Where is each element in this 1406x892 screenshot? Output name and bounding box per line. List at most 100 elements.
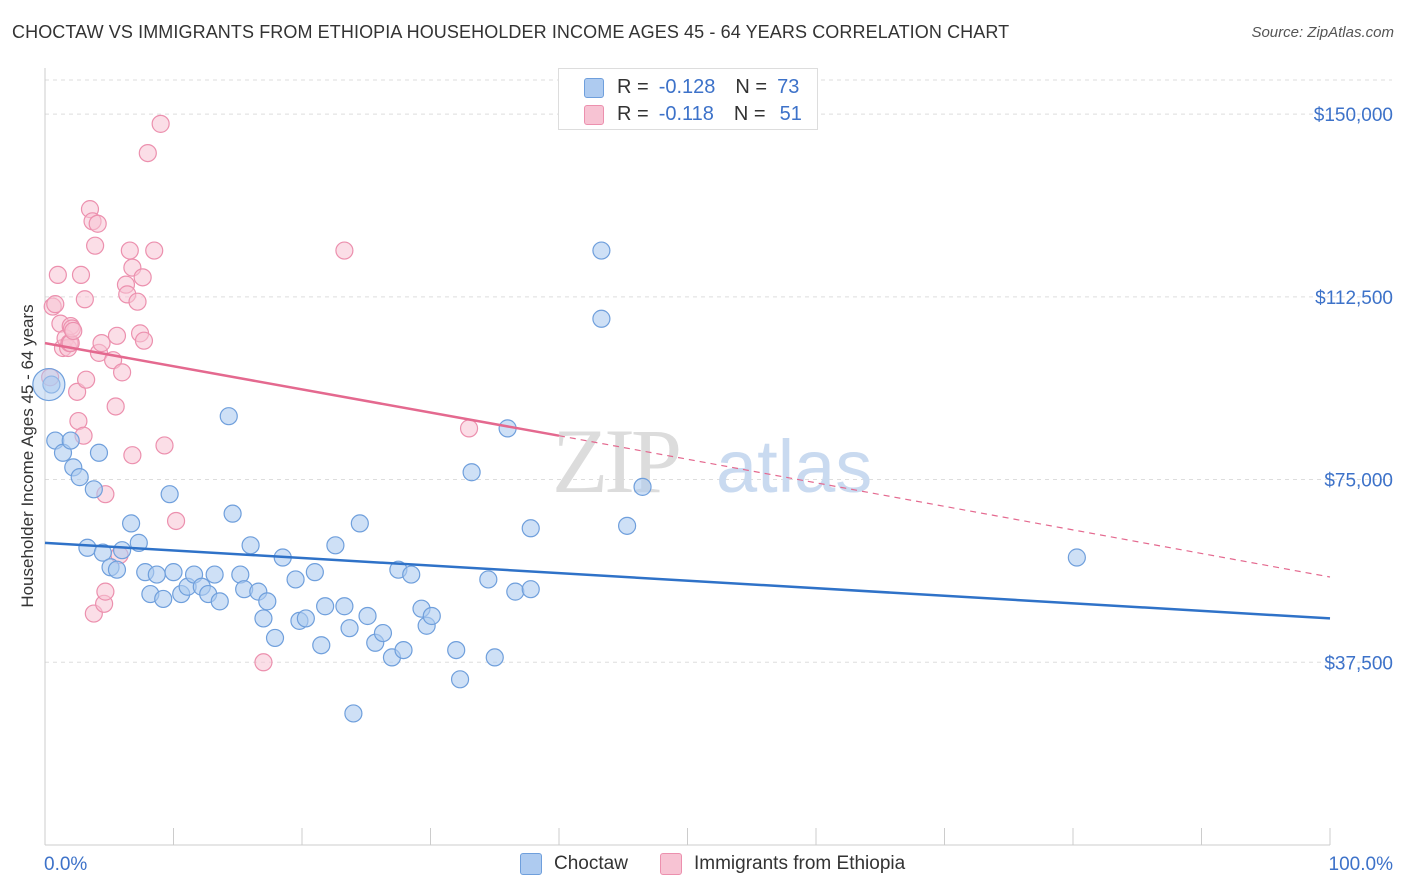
choctaw-point [350,514,369,533]
ethiopia-point [138,143,157,163]
legend-r-label: R = [617,102,649,125]
legend-row-ethiopia: R = -0.118 N = 51 [584,102,802,126]
ethiopia-point [46,295,65,314]
chart-title: CHOCTAW VS IMMIGRANTS FROM ETHIOPIA HOUS… [12,22,1010,42]
correlation-legend: R = -0.128 N = 73 R = -0.118 N = 51 [558,68,818,130]
ethiopia-point [106,397,125,416]
choctaw-point [254,609,273,628]
choctaw-point [70,468,89,487]
ethiopia-trend-line [44,341,560,437]
choctaw-point [344,704,363,723]
legend-swatch-choctaw [584,78,604,98]
legend-r-value: -0.128 [658,75,716,98]
ethiopia-point [64,321,83,341]
ethiopia-point [133,268,152,287]
choctaw-point [210,592,229,611]
y-axis-label: Householder Income Ages 45 - 64 years [18,304,37,607]
choctaw-points [32,241,1086,723]
choctaw-point [121,514,141,533]
choctaw-point [286,570,305,589]
choctaw-point [312,636,331,655]
y-tick-label: $75,000 [1324,471,1393,492]
ethiopia-point [86,236,105,255]
axes [44,68,1331,846]
y-tick-labels: $37,500 $75,000 $112,500 $150,000 [1314,105,1393,674]
choctaw-point [241,536,260,555]
choctaw-point [61,431,80,450]
choctaw-point [373,623,393,643]
choctaw-point [592,241,611,260]
choctaw-point [447,640,466,660]
legend-n-value: 73 [777,75,800,98]
choctaw-point [205,565,224,584]
ethiopia-point [134,331,154,350]
trend-lines [44,341,1331,620]
ethiopia-point [71,265,91,285]
choctaw-point [164,563,183,582]
choctaw-point [112,541,132,560]
choctaw-point [521,580,540,599]
choctaw-point [78,538,97,557]
y-tick-label: $150,000 [1314,105,1393,126]
ethiopia-point [77,370,96,389]
choctaw-point [265,628,285,648]
choctaw-point [462,463,481,482]
choctaw-point [479,570,498,589]
choctaw-point [335,597,354,616]
legend-swatch-ethiopia [584,105,604,125]
choctaw-point [1067,548,1086,567]
y-tick-label: $37,500 [1324,653,1393,674]
ethiopia-point [68,382,87,401]
choctaw-point [592,309,611,328]
ethiopia-point [155,436,174,455]
choctaw-point [450,670,470,689]
bottom-legend-label-ethiopia: Immigrants from Ethiopia [694,853,906,874]
ethiopia-point [88,214,107,233]
choctaw-point [618,516,637,535]
ethiopia-point [166,511,186,531]
choctaw-point [219,407,238,426]
watermark-zip: ZIP [552,410,679,512]
x-tick-labels: 0.0% 100.0% [44,854,1393,875]
choctaw-point-large [32,367,66,402]
ethiopia-point [335,241,354,260]
bottom-legend-ethiopia: Immigrants from Ethiopia [660,852,905,876]
choctaw-point [160,485,179,504]
bottom-legend-label-choctaw: Choctaw [554,853,628,874]
bottom-legend-swatch-ethiopia [660,853,682,875]
choctaw-point [326,536,345,555]
choctaw-trend-line [44,541,1331,620]
x-tick-label: 0.0% [44,854,87,875]
choctaw-point [147,565,166,584]
ethiopia-point [123,446,142,465]
ethiopia-point [75,290,94,309]
ethiopia-point [120,241,139,260]
ethiopia-point [96,582,115,601]
legend-n-label: N = [735,75,768,98]
choctaw-point [340,619,359,638]
ethiopia-point [112,363,132,382]
choctaw-point [258,592,277,611]
choctaw-point [394,640,413,660]
ethiopia-point [459,419,479,438]
choctaw-point [154,589,173,609]
ethiopia-point [145,241,164,260]
watermark: ZIP atlas [552,410,872,512]
choctaw-point [89,443,109,462]
ethiopia-point [128,292,147,311]
choctaw-point [521,519,540,538]
choctaw-point [305,563,324,582]
ethiopia-point [151,114,170,133]
legend-r-label: R = [617,75,649,98]
y-axis-title: Householder Income Ages 45 - 64 years [18,304,37,607]
legend-row-choctaw: R = -0.128 N = 73 [584,75,800,99]
bottom-legend-choctaw: Choctaw [520,852,628,876]
ethiopia-point [92,334,111,353]
ethiopia-point [254,653,273,672]
choctaw-point [316,597,335,616]
choctaw-point [506,582,525,601]
choctaw-point [296,609,315,628]
choctaw-point [93,543,112,562]
choctaw-point [422,606,441,626]
